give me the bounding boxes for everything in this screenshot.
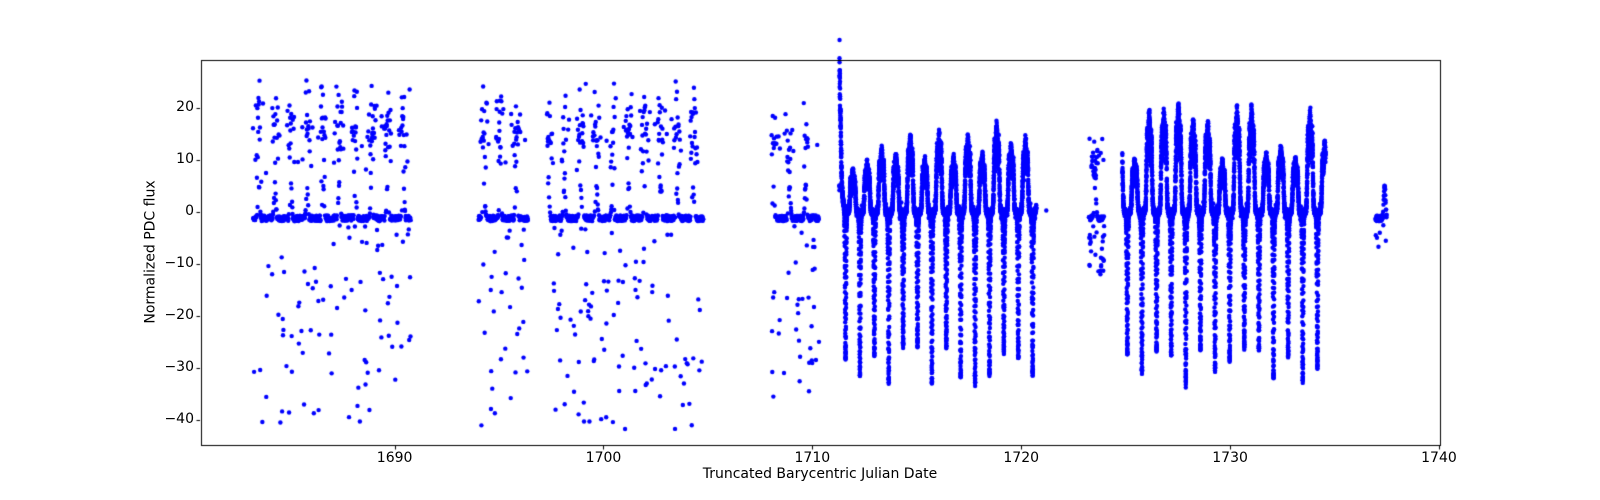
y-tick-label: −30 bbox=[164, 358, 194, 375]
x-tick-label: 1740 bbox=[1421, 450, 1457, 466]
y-tick-label: −10 bbox=[164, 255, 194, 272]
x-tick-label: 1720 bbox=[1003, 450, 1040, 466]
x-tick-label: 1700 bbox=[585, 450, 622, 466]
x-tick-label: 1710 bbox=[794, 450, 831, 466]
y-tick-label: −40 bbox=[164, 410, 194, 427]
x-tick-label: 1730 bbox=[1212, 450, 1248, 466]
y-tick-label: 0 bbox=[185, 203, 194, 220]
y-axis-label: Normalized PDC flux bbox=[142, 180, 159, 324]
y-tick-label: −20 bbox=[164, 306, 194, 323]
x-axis-label: Truncated Barycentric Julian Date bbox=[702, 466, 938, 482]
y-tick-label: 20 bbox=[176, 99, 194, 116]
y-tick-label: 10 bbox=[176, 151, 194, 168]
x-tick-label: 1690 bbox=[376, 450, 413, 466]
